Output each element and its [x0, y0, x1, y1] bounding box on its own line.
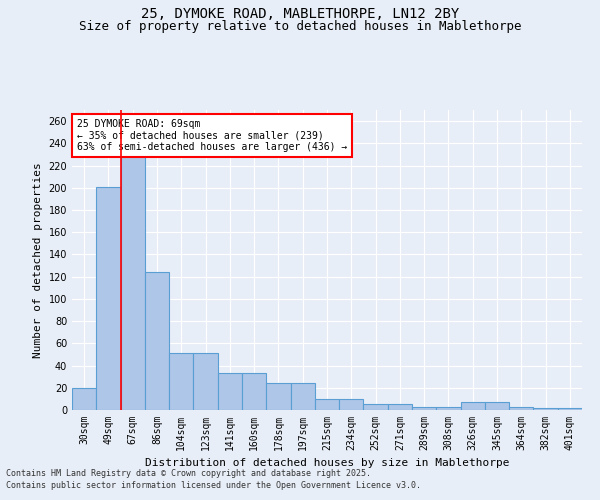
- Bar: [485, 402, 509, 410]
- Bar: [96, 186, 121, 410]
- Bar: [533, 408, 558, 410]
- Bar: [461, 402, 485, 410]
- Bar: [339, 399, 364, 410]
- Bar: [558, 408, 582, 410]
- Bar: [193, 354, 218, 410]
- Text: Contains public sector information licensed under the Open Government Licence v3: Contains public sector information licen…: [6, 481, 421, 490]
- Text: 25 DYMOKE ROAD: 69sqm
← 35% of detached houses are smaller (239)
63% of semi-det: 25 DYMOKE ROAD: 69sqm ← 35% of detached …: [77, 119, 347, 152]
- Text: Distribution of detached houses by size in Mablethorpe: Distribution of detached houses by size …: [145, 458, 509, 468]
- Text: Contains HM Land Registry data © Crown copyright and database right 2025.: Contains HM Land Registry data © Crown c…: [6, 468, 371, 477]
- Bar: [242, 374, 266, 410]
- Bar: [145, 272, 169, 410]
- Bar: [436, 406, 461, 410]
- Y-axis label: Number of detached properties: Number of detached properties: [33, 162, 43, 358]
- Text: 25, DYMOKE ROAD, MABLETHORPE, LN12 2BY: 25, DYMOKE ROAD, MABLETHORPE, LN12 2BY: [141, 8, 459, 22]
- Text: Size of property relative to detached houses in Mablethorpe: Size of property relative to detached ho…: [79, 20, 521, 33]
- Bar: [364, 404, 388, 410]
- Bar: [266, 384, 290, 410]
- Bar: [290, 384, 315, 410]
- Bar: [315, 399, 339, 410]
- Bar: [169, 354, 193, 410]
- Bar: [509, 406, 533, 410]
- Bar: [121, 156, 145, 410]
- Bar: [412, 406, 436, 410]
- Bar: [218, 374, 242, 410]
- Bar: [388, 404, 412, 410]
- Bar: [72, 388, 96, 410]
